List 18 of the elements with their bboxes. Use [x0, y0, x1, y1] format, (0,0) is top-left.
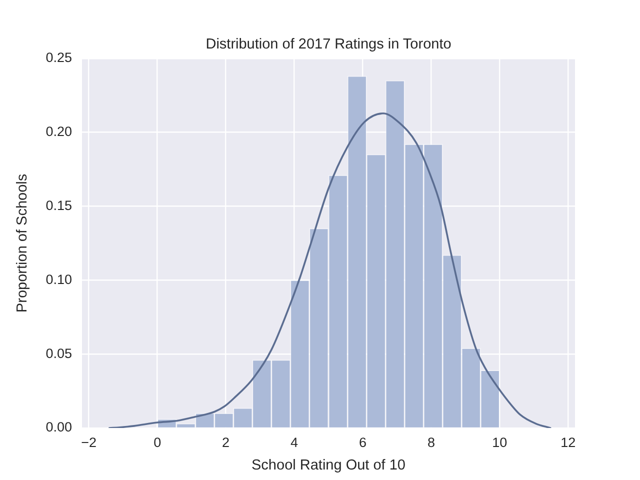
x-tick-label: 8	[427, 434, 435, 450]
x-tick-label: 10	[492, 434, 508, 450]
x-tick-label: 4	[290, 434, 299, 450]
x-tick-label: 12	[560, 434, 576, 450]
y-tick-label: 0.25	[46, 50, 72, 66]
y-tick-label: 0.00	[46, 420, 72, 435]
x-axis-title: School Rating Out of 10	[252, 457, 406, 474]
y-tick-label: 0.10	[46, 272, 72, 287]
x-tick-label: 2	[222, 434, 230, 450]
x-tick-label: 6	[358, 434, 366, 450]
line-series	[108, 112, 552, 428]
y-axis-title: Proportion of Schools	[14, 174, 31, 313]
y-tick-label: 0.15	[46, 198, 72, 213]
x-tick-label: 0	[154, 434, 162, 450]
y-tick-label: 0.05	[46, 346, 72, 361]
chart-title: Distribution of 2017 Ratings in Toronto	[206, 36, 452, 53]
x-tick-label: −2	[81, 434, 97, 450]
y-tick-label: 0.20	[46, 124, 72, 140]
